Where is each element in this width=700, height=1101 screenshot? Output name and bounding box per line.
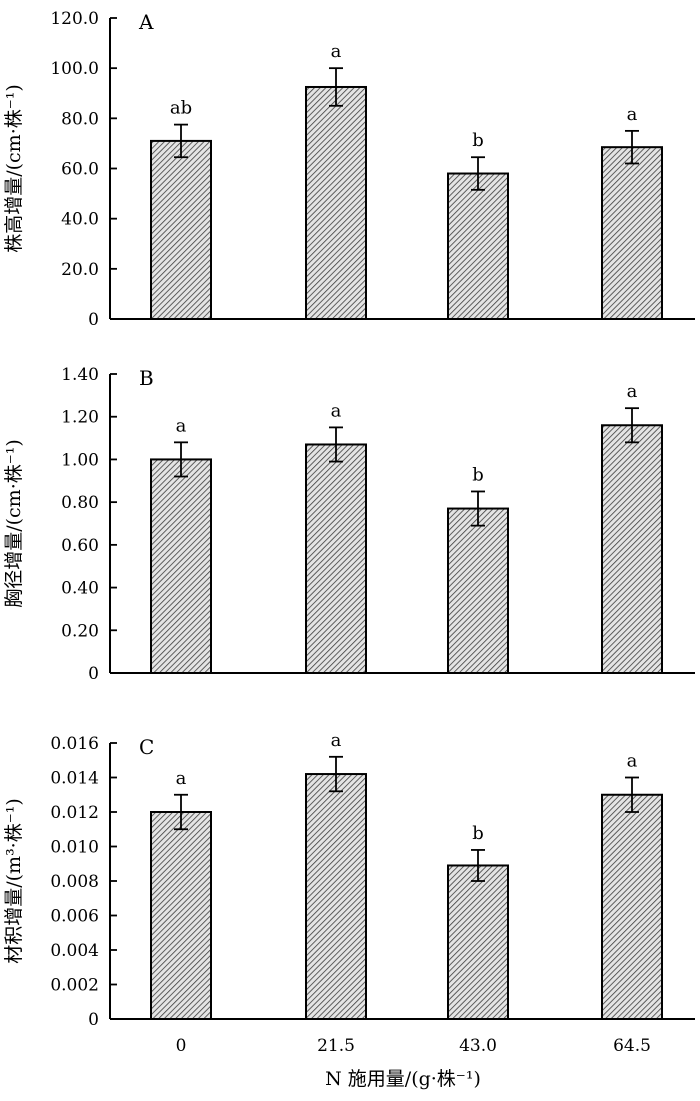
bar xyxy=(601,793,663,1020)
bar xyxy=(150,811,212,1020)
significance-label: a xyxy=(331,400,342,421)
significance-label: a xyxy=(627,104,638,125)
y-tick-label: 0 xyxy=(88,310,99,330)
y-tick-label: 0.010 xyxy=(50,838,99,858)
significance-label: b xyxy=(472,130,484,151)
panel-label: A xyxy=(138,10,154,34)
x-tick-label: 64.5 xyxy=(613,1036,651,1056)
y-axis-title: 株高增量/(cm·株⁻¹) xyxy=(3,84,25,253)
x-axis-title: N 施用量/(g·株⁻¹) xyxy=(325,1068,481,1090)
significance-label: ab xyxy=(170,98,192,119)
y-tick-label: 1.20 xyxy=(61,408,99,428)
significance-label: a xyxy=(331,41,342,62)
significance-label: a xyxy=(176,768,187,789)
y-tick-label: 0.008 xyxy=(50,872,99,892)
y-tick-label: 80.0 xyxy=(61,109,99,129)
y-tick-label: 0.60 xyxy=(61,536,99,556)
panel-label: B xyxy=(139,366,154,390)
y-axis-title: 材积增量/(m³·株⁻¹) xyxy=(3,798,25,964)
x-tick-label: 21.5 xyxy=(317,1036,355,1056)
bar xyxy=(150,139,212,320)
y-tick-label: 20.0 xyxy=(61,260,99,280)
bar xyxy=(447,864,509,1020)
bar xyxy=(447,507,509,674)
bar xyxy=(150,458,212,674)
y-tick-label: 1.40 xyxy=(61,365,99,385)
y-tick-label: 0.40 xyxy=(61,579,99,599)
significance-label: a xyxy=(176,415,187,436)
y-tick-label: 0.002 xyxy=(50,976,99,996)
bar xyxy=(447,172,509,320)
y-tick-label: 0.016 xyxy=(50,734,99,754)
bar xyxy=(601,424,663,674)
x-tick-label: 43.0 xyxy=(459,1036,497,1056)
significance-label: a xyxy=(627,751,638,772)
bar xyxy=(305,773,367,1020)
x-tick-label: 0 xyxy=(176,1036,187,1056)
panel-label: C xyxy=(139,735,154,759)
y-tick-label: 1.00 xyxy=(61,450,99,470)
y-tick-label: 0.20 xyxy=(61,621,99,641)
y-tick-label: 100.0 xyxy=(50,59,99,79)
y-tick-label: 0.004 xyxy=(50,941,99,961)
y-tick-label: 40.0 xyxy=(61,210,99,230)
y-axis-title: 胸径增量/(cm·株⁻¹) xyxy=(3,439,25,608)
y-tick-label: 0.006 xyxy=(50,907,99,927)
y-tick-label: 0.80 xyxy=(61,493,99,513)
significance-label: a xyxy=(331,730,342,751)
bar xyxy=(305,443,367,674)
significance-label: b xyxy=(472,823,484,844)
significance-label: a xyxy=(627,381,638,402)
y-tick-label: 0 xyxy=(88,664,99,684)
y-tick-label: 0.012 xyxy=(50,803,99,823)
y-tick-label: 0 xyxy=(88,1010,99,1030)
bar xyxy=(305,85,367,320)
bar xyxy=(601,146,663,320)
y-tick-label: 0.014 xyxy=(50,769,99,789)
significance-label: b xyxy=(472,464,484,485)
y-tick-label: 120.0 xyxy=(50,9,99,29)
y-tick-label: 60.0 xyxy=(61,160,99,180)
